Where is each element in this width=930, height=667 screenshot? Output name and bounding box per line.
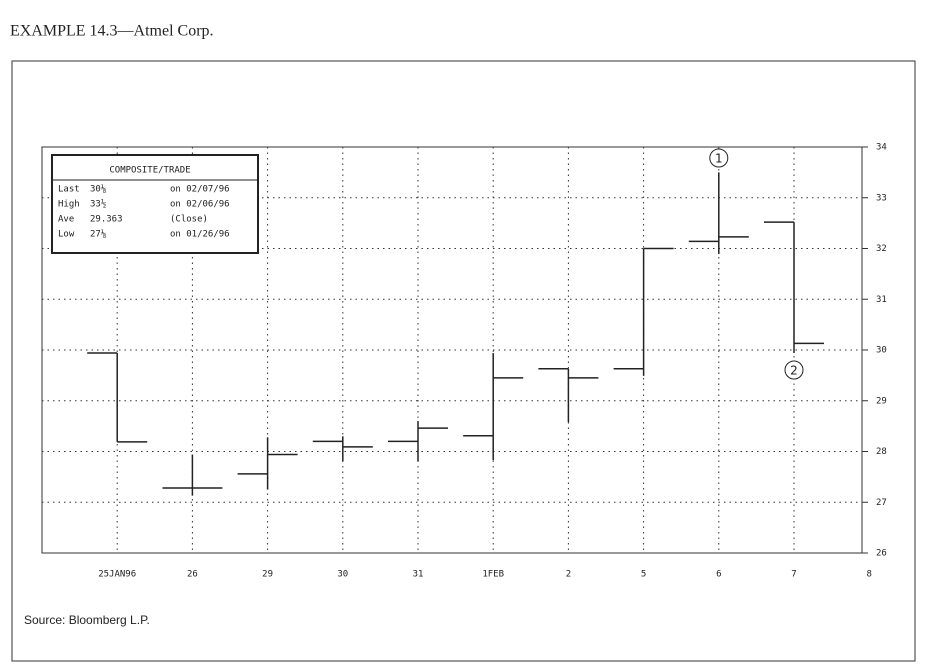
x-tick-label: 7 [791,570,796,580]
x-tick-label: 6 [716,570,721,580]
x-tick-label: 30 [337,570,348,580]
info-box-cell: Last [58,185,80,195]
chart-title: EXAMPLE 14.3—Atmel Corp. [10,23,214,40]
info-box-cell: 30⅛ [90,185,106,195]
annotation: 2 [790,364,798,378]
y-tick-label: 28 [876,447,887,457]
annotation: 1 [715,152,723,166]
x-tick-label: 8 [866,570,871,580]
source: Source: Bloomberg L.P. [24,613,150,627]
info-box-cell: 33½ [90,199,106,210]
x-tick-label: 5 [641,570,646,580]
y-tick-label: 26 [876,549,887,559]
x-tick-label: 26 [187,570,198,580]
x-tick-label: 31 [413,570,424,580]
info-box-cell: on 02/06/96 [170,200,230,210]
info-box-cell: High [58,200,80,210]
x-tick-label: 25JAN96 [98,570,136,580]
x-tick-label: 2 [566,570,571,580]
info-box-cell: Low [58,230,75,240]
info-box-cell: (Close) [170,215,208,225]
outer-frame [11,60,916,662]
info-box-cell: on 01/26/96 [170,230,230,240]
x-tick-label: 29 [262,570,273,580]
info-box-cell: Ave [58,215,74,225]
y-tick-label: 30 [876,346,887,356]
info-box-cell: 27⅛ [90,230,106,240]
y-tick-label: 31 [876,295,887,305]
info-box-cell: 29.363 [90,215,123,225]
y-tick-label: 33 [876,193,887,203]
y-tick-label: 29 [876,396,887,406]
y-tick-label: 32 [876,244,887,254]
y-tick-label: 34 [876,143,887,153]
info-box-title: COMPOSITE/TRADE [109,166,190,176]
y-tick-label: 27 [876,498,887,508]
info-box-cell: on 02/07/96 [170,185,230,195]
info-box [51,154,259,254]
annotation-circle [784,360,804,380]
x-tick-label: 1FEB [482,570,504,580]
annotation-circle [709,148,729,168]
